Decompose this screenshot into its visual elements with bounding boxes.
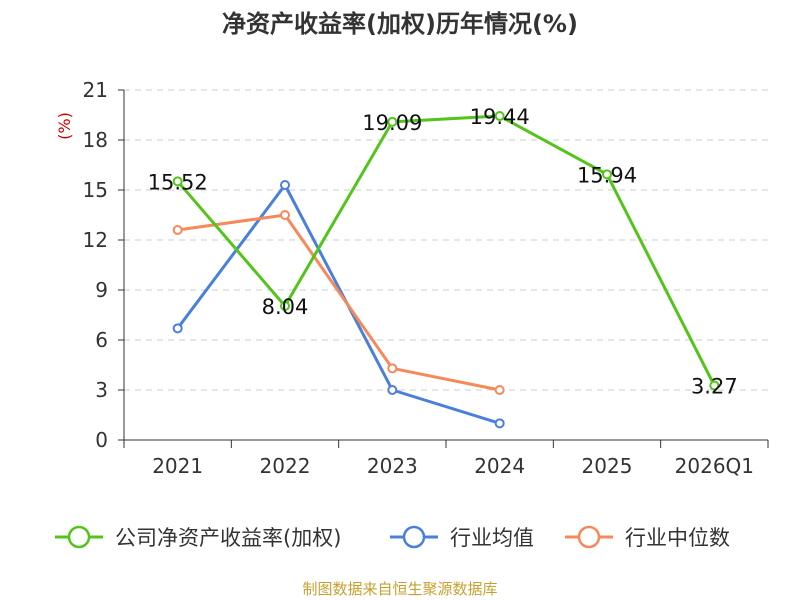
data-point xyxy=(494,418,505,429)
data-point xyxy=(387,116,398,127)
y-tick-label: 18 xyxy=(83,128,108,152)
data-point xyxy=(494,385,505,395)
data-point xyxy=(709,380,720,391)
legend-marker xyxy=(67,525,91,549)
data-point xyxy=(387,363,398,374)
x-tick-label: 2022 xyxy=(260,454,311,478)
data-label: 15.52 xyxy=(148,170,208,194)
data-point xyxy=(387,385,398,395)
y-tick-label: 21 xyxy=(83,78,108,102)
data-label: 3.27 xyxy=(691,375,738,399)
series-layer xyxy=(172,111,720,429)
data-label: 19.44 xyxy=(470,105,530,129)
x-tick-label: 2024 xyxy=(474,454,525,478)
data-point xyxy=(280,180,290,190)
x-tick-label: 2021 xyxy=(152,454,203,478)
source-note: 制图数据来自恒生聚源数据库 xyxy=(302,580,497,598)
y-tick-label: 15 xyxy=(83,178,108,202)
chart-title: 净资产收益率(加权)历年情况(%) xyxy=(222,10,578,38)
data-point xyxy=(172,225,183,235)
axes: 0 3 6 9 12 15 18 21 2021 2022 2023 2024 2025 2026Q1 xyxy=(83,78,769,478)
data-point xyxy=(494,111,505,121)
y-tick-label: 3 xyxy=(95,378,108,402)
legend-label: 行业均值 xyxy=(450,526,534,550)
data-labels: 15.52 8.04 19.09 19.44 15.94 3.27 xyxy=(148,105,738,399)
x-tick-label: 2026Q1 xyxy=(675,454,754,478)
series-line xyxy=(176,114,716,387)
data-point xyxy=(280,210,290,220)
data-label: 15.94 xyxy=(577,163,637,187)
legend-marker xyxy=(402,525,426,549)
series-line xyxy=(176,183,502,425)
x-tick-label: 2023 xyxy=(367,454,418,478)
data-point xyxy=(280,301,290,311)
grid-lines xyxy=(124,89,768,391)
y-tick-label: 6 xyxy=(95,328,108,352)
data-label: 8.04 xyxy=(262,295,309,319)
legend-marker xyxy=(577,525,601,549)
data-point xyxy=(172,176,183,187)
series-line xyxy=(176,213,502,392)
legend: 公司净资产收益率(加权) 行业均值 行业中位数 xyxy=(55,525,730,550)
y-tick-label: 12 xyxy=(83,228,108,252)
y-tick-label: 0 xyxy=(95,428,108,452)
x-tick-label: 2025 xyxy=(582,454,633,478)
legend-label: 行业中位数 xyxy=(625,526,730,550)
y-axis-label: (%) xyxy=(55,112,74,140)
legend-label: 公司净资产收益率(加权) xyxy=(115,526,341,550)
data-label: 19.09 xyxy=(362,111,422,135)
y-tick-label: 9 xyxy=(95,278,108,302)
data-point xyxy=(172,323,183,334)
data-point xyxy=(602,169,612,180)
